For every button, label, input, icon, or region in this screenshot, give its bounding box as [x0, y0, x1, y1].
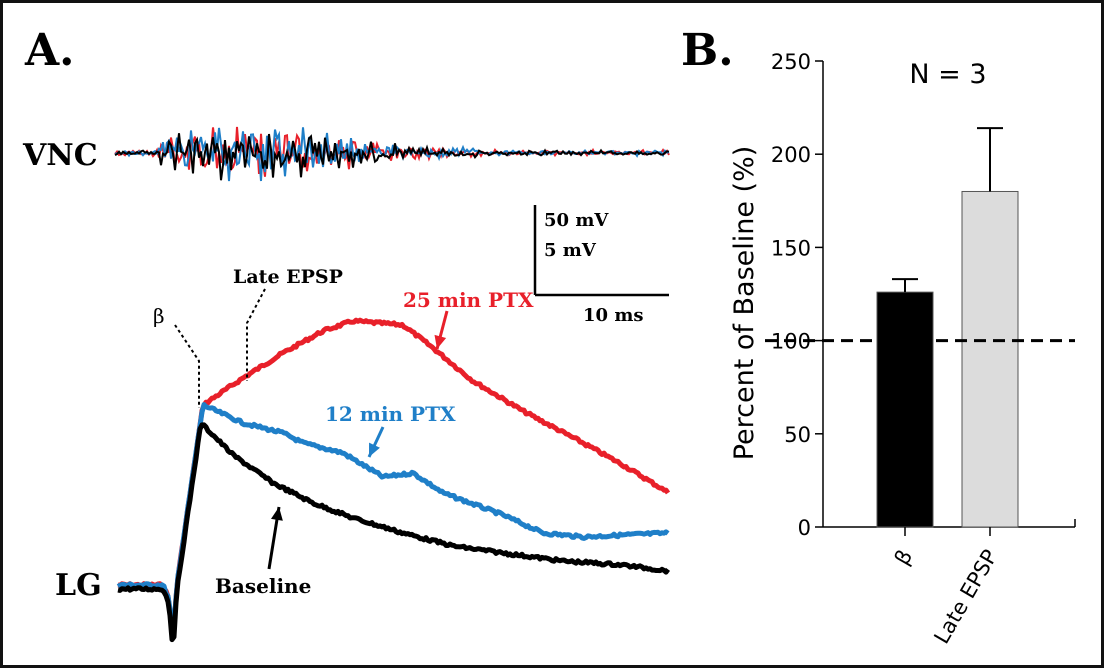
x-tick-label-0: β — [890, 546, 917, 570]
ptx12-arrow-head — [369, 442, 380, 457]
recording-traces — [114, 126, 671, 643]
x-tick-label-1: Late EPSP — [929, 546, 1002, 648]
vnc-label: VNC — [22, 138, 98, 173]
panel-b-label: B. — [681, 25, 734, 76]
vnc-trace-baseline — [114, 133, 670, 181]
y-axis-label: Percent of Baseline (%) — [729, 146, 760, 461]
bar-chart: N = 3 Percent of Baseline (%) β Late EPSP… — [729, 50, 1076, 648]
figure-canvas: A. B. VNC LG β Late EPSP 25 min PTX 12 m… — [22, 25, 1076, 648]
late-epsp-pointer — [246, 288, 266, 381]
beta-pointer — [174, 324, 200, 408]
scale-bar-v1-label: 50 mV — [544, 210, 609, 231]
trace-ptx12 — [116, 402, 670, 634]
arrows — [267, 310, 449, 570]
y-tick-label-50: 50 — [784, 423, 811, 447]
baseline-label: Baseline — [215, 574, 311, 598]
late-epsp-label: Late EPSP — [233, 266, 343, 288]
scale-bar-t-label: 10 ms — [583, 305, 644, 326]
y-tick-label-200: 200 — [771, 143, 811, 167]
ptx25-arrow-head — [434, 334, 447, 349]
ptx12-label: 12 min PTX — [325, 402, 456, 426]
bar-1 — [961, 190, 1019, 528]
panel-a-label: A. — [24, 25, 74, 76]
bars: β Late EPSP — [876, 127, 1019, 648]
chart-title: N = 3 — [909, 59, 986, 90]
baseline-arrow-head — [271, 507, 283, 521]
bar-0 — [876, 291, 934, 528]
y-tick-label-150: 150 — [771, 236, 811, 260]
ptx25-label: 25 min PTX — [403, 288, 534, 312]
trace-baseline — [117, 422, 671, 643]
trace-ptx25 — [117, 317, 671, 634]
scale-bar: 50 mV 5 mV 10 ms — [533, 205, 669, 326]
y-tick-label-250: 250 — [771, 50, 811, 74]
y-tick-label-0: 0 — [798, 516, 811, 540]
beta-label: β — [153, 304, 165, 328]
scale-bar-v2-label: 5 mV — [544, 240, 597, 261]
lg-label: LG — [55, 568, 102, 603]
